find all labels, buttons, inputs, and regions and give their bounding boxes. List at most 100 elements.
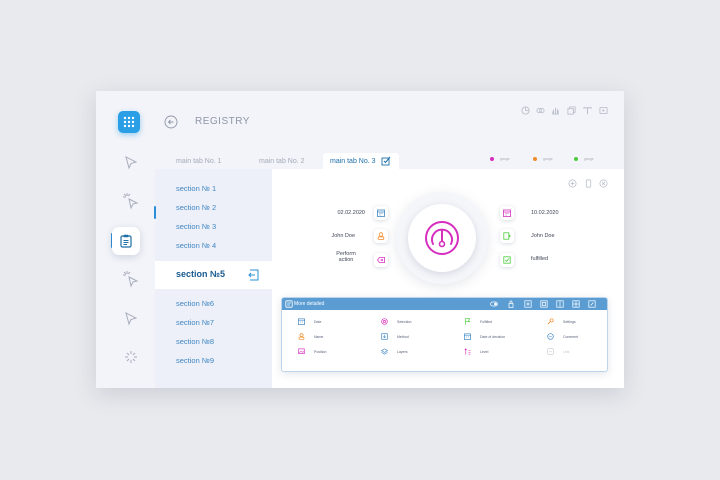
- panel-item-date[interactable]: Date: [314, 320, 322, 324]
- wrench-icon[interactable]: [547, 318, 554, 325]
- action-label-line2: action: [338, 257, 354, 263]
- panel-item-date-of-decision[interactable]: Date of decision: [480, 335, 506, 339]
- section-item-8[interactable]: section №8: [176, 337, 215, 346]
- gauge-dial-inner[interactable]: [408, 204, 476, 272]
- user-icon: [377, 232, 385, 240]
- legend-item: gauge: [533, 157, 553, 162]
- assignee-name: John Doe: [531, 233, 555, 239]
- end-date-button[interactable]: [500, 206, 514, 220]
- calendar-icon[interactable]: [464, 333, 471, 340]
- section-item-3[interactable]: section № 3: [176, 222, 217, 231]
- section-item-9[interactable]: section №9: [176, 356, 215, 365]
- start-date: 02.02.2020: [337, 210, 365, 216]
- click-icon[interactable]: [121, 191, 141, 211]
- action-label: Perform action: [336, 251, 356, 263]
- grid-icon: [123, 116, 135, 128]
- gauge-icon: [425, 221, 459, 255]
- legend-dot: [533, 157, 537, 162]
- panel-item-layers[interactable]: Layers: [397, 350, 408, 354]
- comment-icon[interactable]: [547, 333, 554, 340]
- toggle-icon[interactable]: [490, 300, 498, 308]
- loading-icon[interactable]: [121, 347, 141, 367]
- grid-square-icon[interactable]: [540, 300, 548, 308]
- check-icon: [503, 256, 511, 264]
- table-icon[interactable]: [572, 300, 580, 308]
- panel-item-link[interactable]: Link: [563, 350, 570, 354]
- clipboard-nav-button[interactable]: [112, 227, 140, 255]
- chart-pie-icon[interactable]: [521, 106, 530, 115]
- perform-action-button[interactable]: [374, 253, 388, 267]
- author-button[interactable]: [374, 229, 388, 243]
- legend-dot: [490, 157, 494, 162]
- section-item-2[interactable]: section № 2: [176, 203, 217, 212]
- calendar-icon[interactable]: [298, 318, 305, 325]
- app-grid-button[interactable]: [118, 111, 140, 133]
- section-marker: [154, 206, 156, 219]
- calendar-icon: [377, 209, 385, 217]
- calendar-icon: [503, 209, 511, 217]
- section-exit-icon[interactable]: [248, 269, 260, 281]
- tab-main-3[interactable]: main tab No. 3: [323, 153, 399, 169]
- assignee-button[interactable]: [500, 229, 514, 243]
- status-button[interactable]: [500, 253, 514, 267]
- panel-item-comment[interactable]: Comment: [563, 335, 579, 339]
- phone-icon[interactable]: [584, 179, 593, 188]
- layers-icon[interactable]: [381, 348, 388, 355]
- legend-label: gauge: [584, 157, 594, 161]
- panel-item-selection[interactable]: Selection: [397, 320, 412, 324]
- erase-icon: [377, 257, 385, 263]
- level-icon[interactable]: [464, 348, 471, 355]
- tab-main-2[interactable]: main tab No. 2: [259, 158, 305, 165]
- flag-icon[interactable]: [464, 318, 471, 325]
- tab-main-1[interactable]: main tab No. 1: [176, 158, 222, 165]
- panel-item-fulfilled[interactable]: Fulfilled: [480, 320, 493, 324]
- user-icon[interactable]: [298, 333, 305, 340]
- cursor-icon[interactable]: [121, 153, 141, 173]
- panel-item-method[interactable]: Method: [397, 335, 409, 339]
- clipboard-icon: [120, 234, 132, 248]
- status-value: fulfilled: [531, 256, 549, 262]
- action-label-line1: Perform: [336, 251, 356, 257]
- close-circle-icon[interactable]: [599, 179, 608, 188]
- panel-item-level[interactable]: Level: [480, 350, 489, 354]
- link-icon[interactable]: [547, 348, 554, 355]
- cursor-icon[interactable]: [121, 309, 141, 329]
- section-item-7[interactable]: section №7: [176, 318, 215, 327]
- section-item-1[interactable]: section № 1: [176, 184, 217, 193]
- back-arrow-icon[interactable]: [164, 115, 178, 129]
- lock-icon[interactable]: [507, 300, 515, 308]
- play-icon[interactable]: [599, 106, 608, 115]
- legend-label: gauge: [543, 157, 553, 161]
- click-icon[interactable]: [121, 269, 141, 289]
- copy-icon[interactable]: [567, 106, 576, 115]
- legend-item: gauge: [490, 157, 510, 162]
- app-window: REGISTRY main tab No. 1 main tab No. 2 m…: [96, 91, 624, 388]
- start-date-button[interactable]: [374, 206, 388, 220]
- sidebar-rail: [96, 91, 155, 388]
- panel-header: More detailed: [282, 298, 607, 310]
- panel-item-position[interactable]: Position: [314, 350, 327, 354]
- expand-icon[interactable]: [588, 300, 596, 308]
- more-detailed-panel: More detailed Date Selection Fulfilled S…: [281, 297, 608, 372]
- doc-icon: [285, 300, 293, 308]
- panel-item-settings[interactable]: Settings: [563, 320, 576, 324]
- section-item-5[interactable]: section №5: [155, 261, 272, 289]
- author-name: John Doe: [331, 233, 355, 239]
- section-item-6[interactable]: section №6: [176, 299, 215, 308]
- gauge-dial: [396, 192, 488, 284]
- target-icon[interactable]: [381, 318, 388, 325]
- hand-icon[interactable]: [551, 106, 560, 115]
- image-icon[interactable]: [298, 348, 305, 355]
- section-label: section №5: [176, 269, 226, 279]
- section-item-4[interactable]: section № 4: [176, 241, 217, 250]
- end-date: 10.02.2020: [531, 210, 559, 216]
- text-icon[interactable]: [583, 106, 592, 115]
- legend-label: gauge: [500, 157, 510, 161]
- columns-icon[interactable]: [556, 300, 564, 308]
- download-icon[interactable]: [381, 333, 388, 340]
- add-square-icon[interactable]: [524, 300, 532, 308]
- link-icon[interactable]: [536, 106, 545, 115]
- add-circle-icon[interactable]: [568, 179, 577, 188]
- user-add-icon: [503, 232, 511, 240]
- panel-item-name[interactable]: Name: [314, 335, 324, 339]
